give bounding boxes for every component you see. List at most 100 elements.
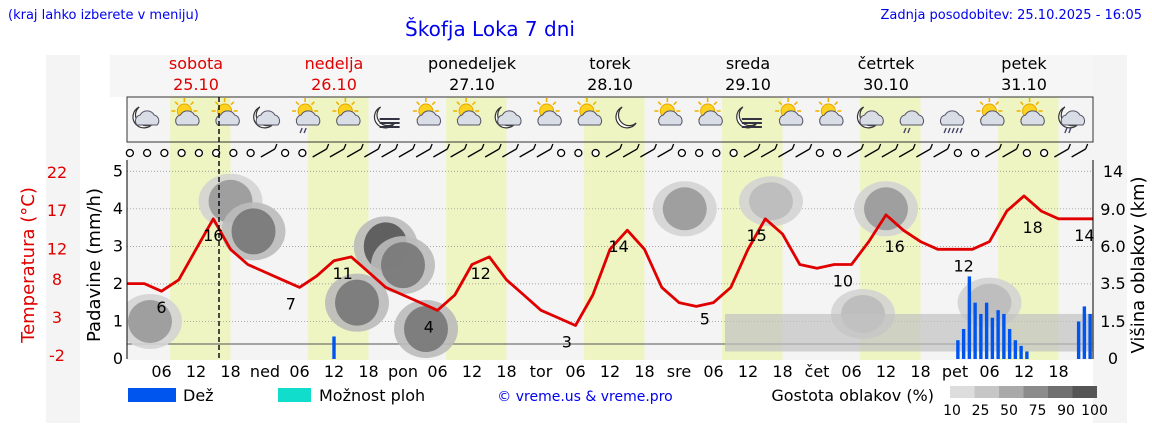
temperature-tick: 8 bbox=[52, 270, 62, 289]
cloud-shape bbox=[1060, 110, 1085, 126]
sun-ray bbox=[1035, 101, 1040, 106]
wind-barb-tick bbox=[412, 143, 416, 150]
cloud-layer-core bbox=[749, 182, 793, 221]
cloud-shape bbox=[980, 110, 1005, 126]
wind-calm bbox=[677, 148, 687, 158]
x-tick-label: 06 bbox=[151, 362, 171, 381]
wind-row bbox=[125, 143, 1089, 158]
sun-ray bbox=[577, 101, 582, 106]
x-tick-label: 18 bbox=[910, 362, 930, 381]
wind-barb bbox=[1002, 148, 1017, 158]
rain-drop bbox=[907, 127, 911, 134]
x-tick-label: 06 bbox=[703, 362, 723, 381]
rain-bar bbox=[984, 302, 989, 359]
x-tick-label: 06 bbox=[979, 362, 999, 381]
wind-barb-tick bbox=[947, 143, 951, 150]
wind-barb-tick bbox=[274, 143, 278, 150]
sun-ray bbox=[592, 101, 597, 106]
day-date: 30.10 bbox=[863, 75, 909, 94]
wind-barb-tick bbox=[998, 143, 1002, 150]
rain-drop bbox=[951, 127, 955, 134]
wind-calm bbox=[694, 148, 704, 158]
wind-barb bbox=[743, 148, 759, 158]
temperature-label: 11 bbox=[332, 264, 352, 283]
moon-cloud-icon bbox=[494, 106, 522, 129]
cloud-shape bbox=[577, 110, 602, 126]
sun-cloud-icon bbox=[453, 98, 482, 126]
temperature-label: 16 bbox=[203, 226, 223, 245]
rain-swatch bbox=[128, 388, 176, 402]
wind-calm bbox=[280, 148, 290, 158]
day-name: sobota bbox=[169, 54, 223, 73]
day-name: četrtek bbox=[858, 54, 916, 73]
cloud-density-legend-label: Gostota oblakov (%) bbox=[771, 386, 934, 405]
wind-calm bbox=[970, 148, 980, 158]
rain-bar bbox=[979, 313, 983, 359]
cloud-rain-heavy-icon bbox=[940, 110, 965, 134]
sun-ray bbox=[818, 101, 823, 106]
cloud-layer-core bbox=[381, 242, 425, 289]
wind-barb bbox=[640, 148, 655, 158]
wind-barb-tick bbox=[360, 143, 364, 150]
day-date: 25.10 bbox=[173, 75, 219, 94]
wind-calm bbox=[953, 148, 963, 158]
wind-calm bbox=[142, 148, 152, 158]
temperature-label: 16 bbox=[884, 237, 904, 256]
storm-legend-label: Možnost ploh bbox=[319, 386, 425, 405]
rain-bar bbox=[967, 276, 972, 359]
sun-cloud-icon bbox=[1016, 98, 1045, 126]
wind-barb bbox=[260, 148, 276, 158]
wind-barb bbox=[985, 148, 1000, 158]
right-panel-bg bbox=[1093, 55, 1127, 423]
wind-barb bbox=[916, 148, 931, 158]
wind-barb bbox=[329, 148, 345, 158]
wind-barb bbox=[484, 148, 500, 158]
temperature-label: 18 bbox=[1022, 218, 1042, 237]
sun-ray bbox=[456, 101, 461, 106]
precip-tick: 0 bbox=[113, 349, 123, 368]
wind-barb-tick bbox=[1085, 143, 1089, 150]
wind-barb bbox=[795, 148, 810, 158]
temperature-label: 12 bbox=[953, 256, 973, 275]
wind-barb bbox=[398, 148, 414, 158]
density-level-label: 75 bbox=[1029, 403, 1047, 419]
temperature-label: 14 bbox=[1074, 226, 1094, 245]
rain-bar bbox=[973, 302, 977, 359]
x-tick-label: 18 bbox=[772, 362, 792, 381]
sun-ray bbox=[995, 101, 1000, 106]
x-tick-label: sre bbox=[667, 362, 691, 381]
rain-bar bbox=[1082, 306, 1087, 359]
density-swatch bbox=[999, 386, 1024, 398]
moon-cloud-icon bbox=[856, 106, 884, 129]
day-date: 29.10 bbox=[725, 75, 771, 94]
temperature-tick: 22 bbox=[47, 163, 67, 182]
cloud-layer-core bbox=[404, 305, 448, 352]
cloud-height-tick: 3.5 bbox=[1100, 274, 1125, 293]
cloud-shape bbox=[1020, 110, 1045, 126]
x-tick-label: 18 bbox=[1048, 362, 1068, 381]
x-tick-label: 18 bbox=[634, 362, 654, 381]
x-tick-label: 06 bbox=[565, 362, 585, 381]
rain-drop bbox=[903, 127, 907, 134]
wind-barb bbox=[622, 148, 638, 158]
wind-barb-tick bbox=[653, 143, 657, 150]
wind-calm bbox=[125, 148, 135, 158]
x-tick-label: 12 bbox=[324, 362, 344, 381]
wind-calm bbox=[591, 148, 600, 158]
cloud-shape bbox=[296, 110, 321, 126]
wind-barb-tick bbox=[326, 143, 330, 150]
rain-bar bbox=[1076, 321, 1081, 359]
location-note[interactable]: (kraj lahko izberete v meniju) bbox=[8, 8, 199, 23]
wind-barb-tick bbox=[912, 143, 916, 150]
wind-barb-tick bbox=[895, 143, 899, 150]
cloud-shape bbox=[175, 110, 200, 126]
wind-calm bbox=[712, 148, 721, 158]
wind-calm bbox=[729, 148, 738, 158]
wind-barb-tick bbox=[533, 143, 537, 150]
x-tick-label: 12 bbox=[876, 362, 896, 381]
density-swatch bbox=[1072, 386, 1097, 398]
day-date: 28.10 bbox=[587, 75, 633, 94]
precip-tick: 3 bbox=[113, 236, 123, 255]
sun-cloud-icon bbox=[775, 98, 804, 126]
wind-barb bbox=[433, 148, 448, 158]
